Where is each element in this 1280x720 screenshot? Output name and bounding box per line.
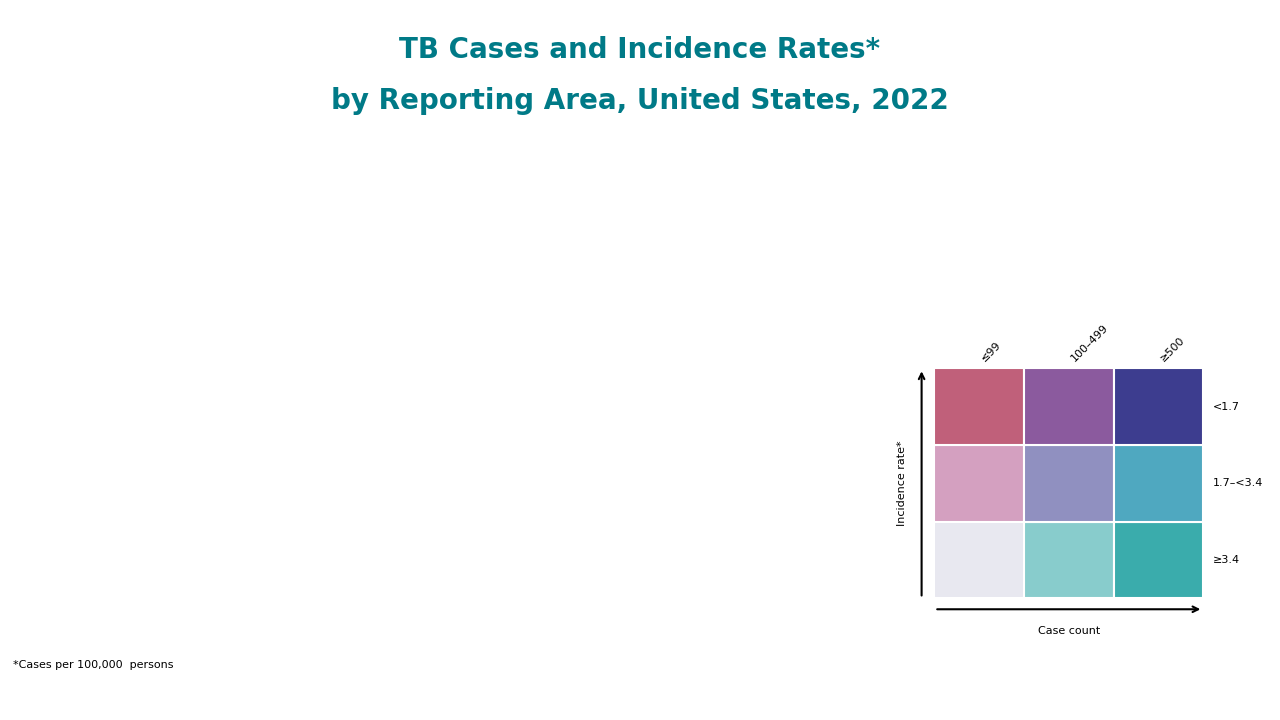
- Bar: [1024, 369, 1114, 445]
- Text: 100–499: 100–499: [1069, 322, 1110, 363]
- Text: ≥500: ≥500: [1158, 335, 1187, 363]
- Text: ≤99: ≤99: [979, 339, 1004, 363]
- Text: <1.7: <1.7: [1213, 402, 1240, 412]
- Bar: [1114, 369, 1203, 445]
- Bar: [934, 369, 1024, 445]
- Bar: [934, 522, 1024, 598]
- Text: Incidence rate*: Incidence rate*: [897, 441, 908, 526]
- Bar: [1024, 445, 1114, 522]
- Text: TB Cases and Incidence Rates*: TB Cases and Incidence Rates*: [399, 37, 881, 64]
- Bar: [1114, 522, 1203, 598]
- Text: by Reporting Area, United States, 2022: by Reporting Area, United States, 2022: [332, 87, 948, 114]
- Text: *Cases per 100,000  persons: *Cases per 100,000 persons: [13, 660, 173, 670]
- Bar: [934, 445, 1024, 522]
- Bar: [1024, 522, 1114, 598]
- Bar: [1114, 445, 1203, 522]
- Text: Case count: Case count: [1038, 626, 1100, 636]
- Text: ≥3.4: ≥3.4: [1213, 555, 1240, 565]
- Text: 1.7–<3.4: 1.7–<3.4: [1213, 478, 1263, 488]
